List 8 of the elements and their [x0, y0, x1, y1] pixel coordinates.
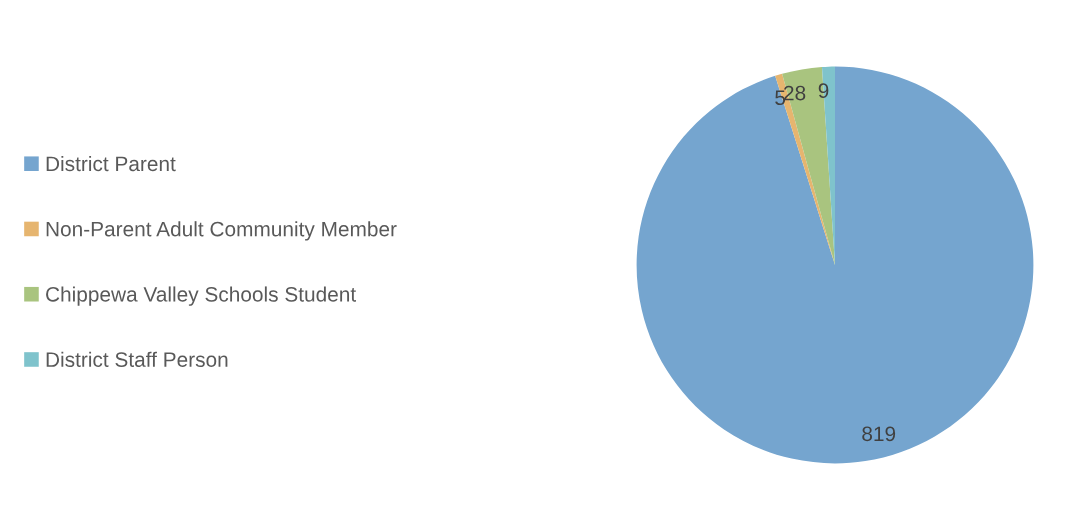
data-label: 819	[862, 426, 896, 442]
legend-label: District Parent	[46, 155, 176, 172]
legend-label: District Staff Person	[46, 351, 228, 367]
legend-label: Non-Parent Adult Community Member	[46, 221, 397, 241]
pie-slice	[636, 66, 1034, 464]
data-label: 28	[784, 85, 806, 101]
legend-label: Chippewa Valley Schools Student	[46, 286, 357, 306]
data-label: 9	[818, 83, 829, 99]
